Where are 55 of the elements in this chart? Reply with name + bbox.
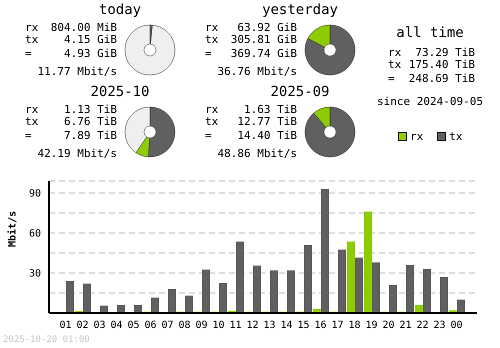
text: tx 12.77 TiB xyxy=(205,115,297,128)
legend-label: tx xyxy=(448,130,462,143)
x-tick-label: 03 xyxy=(93,320,106,332)
x-tick-label: 21 xyxy=(399,320,412,332)
x-tick-label: 01 xyxy=(59,320,72,332)
x-tick-label: 05 xyxy=(127,320,140,332)
x-tick-label: 08 xyxy=(178,320,191,332)
text: rx 1.13 TiB xyxy=(25,103,117,116)
x-tick-label: 19 xyxy=(365,320,378,332)
x-tick-label: 04 xyxy=(110,320,123,332)
text: = 248.69 TiB xyxy=(388,72,475,85)
x-tick-label: 23 xyxy=(433,320,446,332)
x-tick-label: 09 xyxy=(195,320,208,332)
text: rx 1.63 TiB xyxy=(205,103,297,116)
text: rx 804.00 MiB xyxy=(24,21,117,34)
chart-title: 2025-10 xyxy=(89,84,150,100)
x-tick-label: 15 xyxy=(297,320,310,332)
x-tick-label: 16 xyxy=(314,320,327,332)
text: all time xyxy=(395,25,465,41)
text: tx 175.40 TiB xyxy=(387,58,475,71)
x-tick-label: 00 xyxy=(450,320,463,332)
text: rx 63.92 GiB xyxy=(205,21,297,34)
y-tick-label: 60 xyxy=(28,228,41,240)
y-tick-label: 90 xyxy=(28,188,41,200)
text: = 14.40 TiB xyxy=(205,129,297,142)
x-tick-label: 14 xyxy=(280,320,293,332)
text: = 4.93 GiB xyxy=(25,47,117,60)
x-tick-label: 11 xyxy=(229,320,242,332)
x-tick-label: 02 xyxy=(76,320,89,332)
text: 11.77 Mbit/s xyxy=(36,65,117,78)
x-tick-label: 07 xyxy=(161,320,174,332)
x-tick-label: 22 xyxy=(416,320,429,332)
chart-title: 2025-09 xyxy=(269,84,330,100)
legend-label: rx xyxy=(409,130,424,143)
text: = 7.89 TiB xyxy=(25,129,117,142)
text: since 2024-09-05 xyxy=(376,95,484,108)
x-tick-label: 10 xyxy=(212,320,225,332)
text: tx 305.81 GiB xyxy=(204,33,297,46)
chart-title: yesterday xyxy=(261,2,339,18)
x-tick-label: 06 xyxy=(144,320,157,332)
x-tick-label: 17 xyxy=(331,320,344,332)
text: rx 73.29 TiB xyxy=(388,46,475,59)
text: 42.19 Mbit/s xyxy=(36,147,117,160)
x-tick-label: 12 xyxy=(246,320,259,332)
text: tx 4.15 GiB xyxy=(25,33,117,46)
text: = 369.74 GiB xyxy=(205,47,297,60)
text: 48.86 Mbit/s xyxy=(216,147,297,160)
x-tick-label: 20 xyxy=(382,320,395,332)
text: tx 6.76 TiB xyxy=(25,115,117,128)
y-axis-title: Mbit/s xyxy=(6,210,19,247)
chart-title: today xyxy=(98,2,142,18)
x-tick-label: 18 xyxy=(348,320,361,332)
text: 36.76 Mbit/s xyxy=(216,65,297,78)
x-tick-label: 13 xyxy=(263,320,276,332)
y-tick-label: 30 xyxy=(28,268,41,280)
